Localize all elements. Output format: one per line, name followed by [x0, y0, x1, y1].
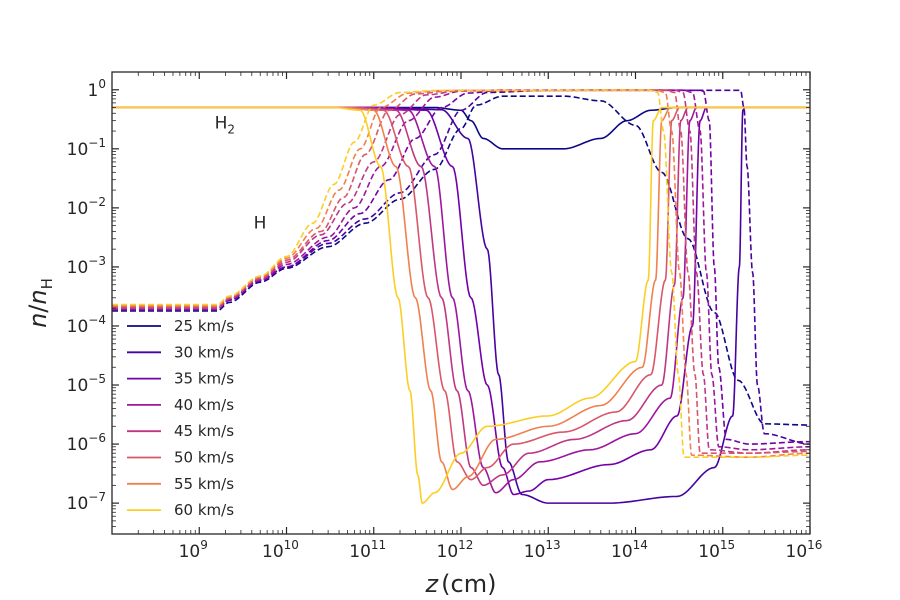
legend-label: 50 km/s	[174, 449, 234, 467]
h-curve-35kms	[112, 89, 810, 445]
species-label-H2: H2	[215, 114, 235, 137]
h2-curve-30kms	[112, 106, 810, 504]
h-curve-25kms	[112, 95, 810, 426]
y-tick-label: 10−6	[67, 431, 106, 455]
annotations: H2 H	[215, 114, 267, 234]
curves	[112, 89, 810, 504]
y-tick-label: 10−7	[67, 490, 106, 514]
h2-curve-60kms	[112, 106, 810, 504]
x-tick-label: 1016	[786, 538, 823, 562]
y-tick-label: 10−4	[67, 313, 106, 337]
y-axis-label: n/nH	[24, 278, 56, 328]
legend: 25 km/s 30 km/s 35 km/s 40 km/s 45 km/s 50 km…	[127, 317, 234, 519]
x-axis-label: z (cm)	[425, 570, 497, 598]
h-curve-50kms	[112, 89, 810, 455]
y-tick-label: 10	[88, 77, 106, 101]
legend-label: 25 km/s	[174, 317, 234, 335]
x-tick-label: 1010	[262, 538, 299, 562]
legend-label: 35 km/s	[174, 370, 234, 388]
x-tick-label: 1011	[349, 538, 386, 562]
legend-label: 30 km/s	[174, 343, 234, 361]
x-tick-label: 1013	[524, 538, 561, 562]
x-tick-label: 109	[179, 538, 208, 562]
h-curve-45kms	[112, 89, 810, 455]
x-tick-label: 1015	[698, 538, 735, 562]
h2-curve-40kms	[112, 106, 810, 494]
h-curve-40kms	[112, 89, 810, 451]
x-tick-label: 1014	[611, 538, 648, 562]
legend-label: 45 km/s	[174, 422, 234, 440]
h2-curve-35kms	[112, 106, 810, 496]
y-tick-label: 10−3	[67, 254, 106, 278]
legend-label: 40 km/s	[174, 396, 234, 414]
y-tick-label: 10−2	[67, 195, 106, 219]
species-label-H: H	[254, 213, 267, 233]
y-tick-label: 10−5	[67, 372, 106, 396]
x-tick-label: 1012	[437, 538, 474, 562]
ticks: 109 1010 1011 1012 1013 1014 1015 1016 10 10−1 10−…	[67, 71, 823, 562]
h-curve-60kms	[112, 89, 810, 458]
legend-label: 60 km/s	[174, 501, 234, 519]
y-tick-label: 10−1	[67, 136, 106, 160]
legend-label: 55 km/s	[174, 475, 234, 493]
